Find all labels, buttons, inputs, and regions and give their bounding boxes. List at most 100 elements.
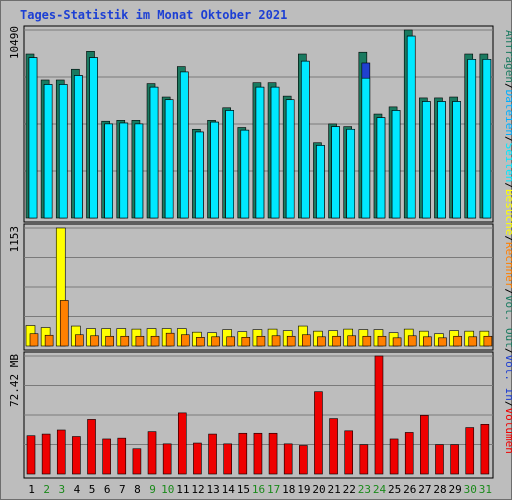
bar-rechner bbox=[75, 334, 84, 347]
legend-entry: Anfragen bbox=[503, 30, 512, 83]
x-tick-label: 2 bbox=[43, 483, 50, 496]
bar-rechner bbox=[226, 336, 235, 347]
x-tick-label: 17 bbox=[267, 483, 280, 496]
bar-volumen bbox=[314, 391, 323, 475]
bar-seiten bbox=[149, 86, 159, 219]
x-tick-label: 10 bbox=[161, 483, 174, 496]
bar-volumen bbox=[26, 435, 36, 475]
bar-volumen bbox=[329, 418, 338, 475]
legend-entry: Vol. Out bbox=[503, 295, 512, 348]
bar-rechner bbox=[407, 335, 417, 347]
legend-entry: / bbox=[503, 182, 512, 189]
bar-volumen bbox=[359, 444, 369, 475]
bar-volumen bbox=[268, 432, 278, 475]
legend-entry: / bbox=[503, 348, 512, 355]
bar-seiten bbox=[179, 71, 189, 219]
bar-rechner bbox=[165, 332, 175, 347]
bar-seiten bbox=[43, 84, 53, 219]
bar-rechner bbox=[211, 336, 220, 347]
bar-volumen bbox=[374, 355, 384, 475]
bar-rechner bbox=[59, 300, 69, 347]
bar-volumen bbox=[238, 432, 248, 475]
bar-seiten bbox=[376, 117, 386, 219]
x-tick-label: 6 bbox=[104, 483, 111, 496]
bar-volumen bbox=[117, 437, 127, 475]
x-tick-label: 30 bbox=[464, 483, 477, 496]
legend-entry: / bbox=[503, 235, 512, 242]
bar-volumen bbox=[344, 430, 354, 475]
x-tick-label: 25 bbox=[388, 483, 401, 496]
bar-seiten bbox=[331, 126, 340, 219]
bar-seiten bbox=[240, 129, 250, 219]
legend-entry: Vol. In bbox=[503, 355, 512, 401]
bar-volumen bbox=[480, 424, 490, 475]
bar-volumen bbox=[223, 443, 232, 475]
bar-volumen bbox=[435, 444, 444, 475]
bar-volumen bbox=[72, 436, 81, 475]
bar-volumen bbox=[389, 438, 399, 475]
bar-rechner bbox=[332, 335, 341, 347]
bar-rechner bbox=[105, 335, 114, 347]
legend-entry: Dateien bbox=[503, 90, 512, 136]
bar-seiten bbox=[164, 99, 174, 219]
x-tick-label: 13 bbox=[206, 483, 219, 496]
bar-seiten bbox=[467, 59, 477, 219]
bar-rechner bbox=[362, 335, 372, 347]
bar-seiten bbox=[482, 59, 492, 219]
bar-rechner bbox=[120, 335, 130, 347]
x-tick-label: 23 bbox=[358, 483, 371, 496]
bar-volumen bbox=[102, 438, 111, 475]
bar-rechner bbox=[468, 336, 478, 347]
x-tick-label: 14 bbox=[222, 483, 236, 496]
bar-rechner bbox=[29, 333, 39, 347]
bar-volumen bbox=[132, 448, 142, 475]
bar-seiten bbox=[89, 57, 98, 219]
bar-volumen bbox=[404, 432, 414, 475]
bar-seiten bbox=[301, 60, 310, 219]
legend: Anfragen/Dateien/Seiten/Besuche/Rechner/… bbox=[503, 30, 512, 454]
bar-rechner bbox=[483, 335, 493, 347]
legend-entry: / bbox=[503, 83, 512, 90]
bar-seiten bbox=[391, 110, 401, 219]
legend-entry: / bbox=[503, 288, 512, 295]
bar-seiten bbox=[195, 131, 204, 219]
bar-volumen bbox=[420, 415, 429, 475]
bar-rechner bbox=[44, 334, 54, 347]
x-tick-label: 3 bbox=[59, 483, 66, 496]
bar-seiten bbox=[119, 122, 129, 219]
x-tick-label: 20 bbox=[312, 483, 325, 496]
x-tick-label: 9 bbox=[149, 483, 156, 496]
legend-entry: / bbox=[503, 401, 512, 408]
panel-top bbox=[23, 25, 494, 223]
x-tick-label: 12 bbox=[191, 483, 204, 496]
bar-rechner bbox=[377, 335, 387, 347]
bar-volumen bbox=[56, 429, 66, 475]
bar-seiten bbox=[28, 57, 38, 219]
bar-seiten bbox=[406, 35, 416, 219]
x-tick-label: 11 bbox=[176, 483, 189, 496]
bar-seiten bbox=[104, 123, 113, 219]
bar-rechner bbox=[256, 335, 266, 347]
bar-seiten bbox=[225, 110, 234, 219]
bar-rechner bbox=[241, 337, 251, 347]
bar-volumen bbox=[465, 427, 475, 475]
bar-rechner bbox=[453, 335, 462, 347]
bar-seiten bbox=[437, 101, 446, 219]
bar-volumen bbox=[193, 442, 202, 475]
y-max-label-middle: 1153 bbox=[8, 226, 21, 253]
bar-rechner bbox=[196, 337, 205, 347]
bar-seiten bbox=[74, 75, 83, 219]
bar-rechner bbox=[135, 335, 145, 347]
bar-rechner bbox=[271, 335, 281, 347]
chart-panels bbox=[23, 25, 494, 479]
legend-entry: Besuche bbox=[503, 189, 512, 235]
bar-seiten bbox=[422, 101, 431, 219]
bar-rechner bbox=[302, 334, 311, 347]
x-tick-label: 19 bbox=[297, 483, 310, 496]
x-tick-label: 18 bbox=[282, 483, 295, 496]
x-tick-label: 15 bbox=[237, 483, 250, 496]
x-tick-label: 29 bbox=[449, 483, 462, 496]
bar-seiten bbox=[452, 101, 461, 219]
y-max-label-top: 10490 bbox=[8, 26, 21, 59]
